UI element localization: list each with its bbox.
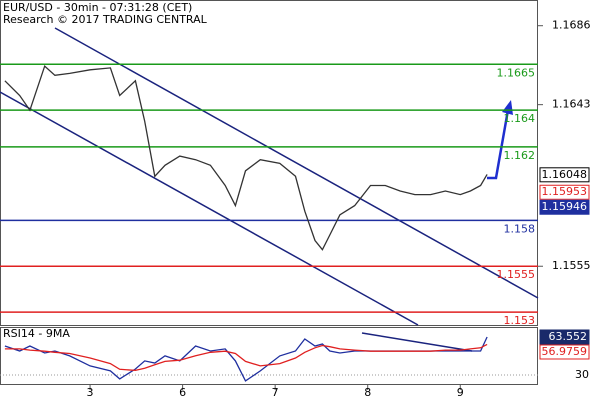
x-tick-label: 7: [272, 386, 279, 399]
level-label: 1.1665: [497, 66, 536, 79]
channel-lower: [0, 91, 419, 326]
x-tick-label: 9: [457, 386, 464, 399]
price-tag: [539, 329, 590, 345]
x-tick-label: 3: [87, 386, 94, 399]
level-label: 1.162: [504, 149, 536, 162]
price-tag: [539, 167, 590, 183]
price-tag-label: 1.15953: [542, 185, 588, 198]
channel-upper: [54, 27, 539, 299]
rsi-tick-label: 30: [575, 368, 589, 381]
rsi-label: RSI14 - 9MA: [3, 327, 70, 340]
y-tick-label: 1.1555: [552, 259, 590, 272]
price-tag: [539, 199, 590, 215]
price-tag-label: 1.15946: [542, 200, 588, 213]
level-label: 1.153: [504, 314, 536, 327]
x-tick-label: 6: [179, 386, 186, 399]
rsi-trendline: [361, 332, 473, 352]
y-tick-label: 1.1686: [552, 19, 590, 32]
rsi-frame: [0, 327, 538, 385]
level-label: 1.164: [504, 112, 536, 125]
level-label: 1.158: [504, 222, 536, 235]
price-tag: [539, 344, 590, 360]
price-tag-label: 56.9759: [542, 345, 588, 358]
chart-title: EUR/USD - 30min - 07:31:28 (CET): [3, 1, 192, 14]
level-label: 1.1555: [497, 268, 536, 281]
series-line: [4, 343, 488, 372]
series-line: [4, 64, 488, 251]
price-tag-label: 63.552: [549, 330, 588, 343]
main-frame: [0, 0, 538, 326]
forecast-arrow: [487, 109, 510, 180]
price-tag-label: 1.16048: [542, 168, 588, 181]
y-tick-label: 1.1643: [552, 98, 590, 111]
price-tag: [539, 184, 590, 200]
forecast-arrowhead: [502, 100, 513, 115]
chart-subtitle: Research © 2017 TRADING CENTRAL: [3, 13, 208, 26]
x-tick-label: 8: [364, 386, 371, 399]
